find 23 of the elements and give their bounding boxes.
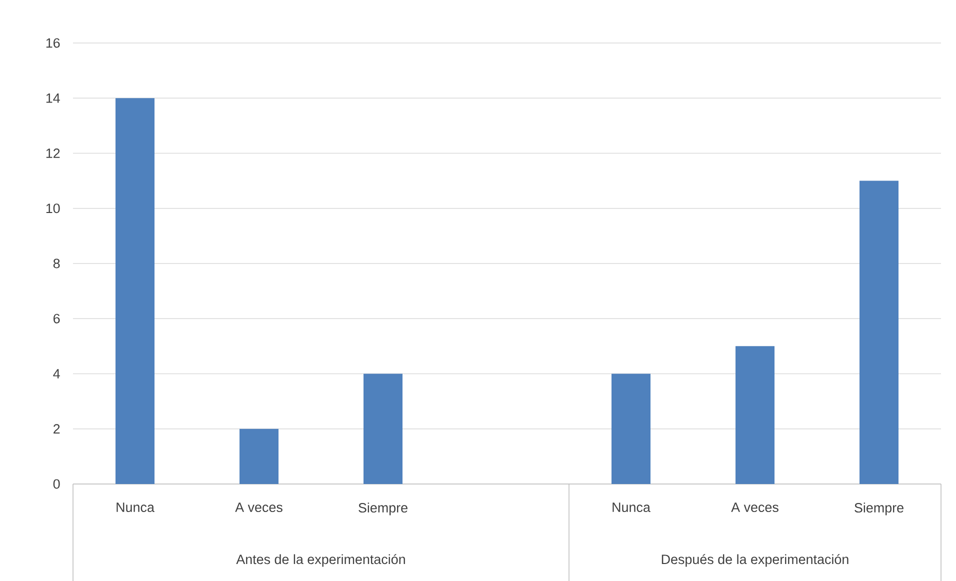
y-tick-label: 2 [54, 424, 60, 434]
x-tick-label: Nunca [116, 502, 154, 512]
x-tick-label: Siempre [854, 502, 904, 516]
x-tick-label: Nunca [612, 502, 650, 512]
x-tick-label: Siempre [358, 502, 408, 516]
bar [612, 374, 651, 484]
bar [116, 98, 155, 484]
y-tick-label: 8 [53, 258, 60, 268]
bar [860, 180, 899, 484]
bar [736, 346, 775, 484]
x-tick-label: A veces [731, 502, 778, 512]
y-tick-label: 12 [46, 148, 60, 158]
y-tick-label: 6 [54, 314, 60, 324]
y-tick-label: 4 [53, 369, 60, 378]
y-tick-label: 16 [46, 38, 60, 48]
y-tick-label: 14 [46, 93, 60, 103]
y-tick-label: 0 [53, 479, 60, 489]
bar [364, 374, 403, 484]
bar [240, 428, 279, 484]
text: Antes de la experimentación [236, 554, 405, 567]
x-tick-label: A veces [235, 502, 282, 512]
y-tick-label: 10 [46, 204, 60, 214]
text: Después de la experimentación [662, 554, 848, 567]
